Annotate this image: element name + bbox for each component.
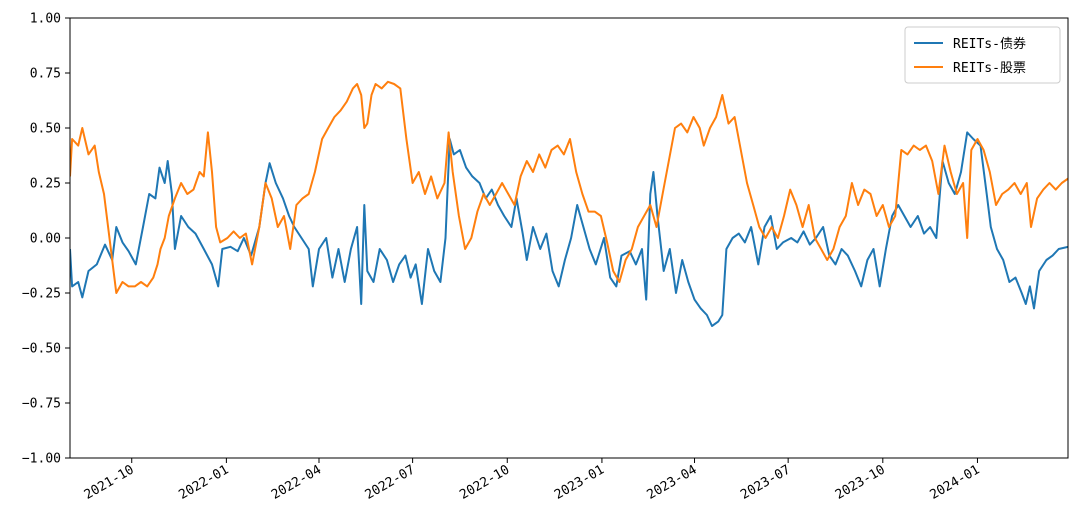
x-tick-label: 2023-01 xyxy=(552,462,607,502)
series-layer xyxy=(70,80,1068,327)
x-tick-label: 2022-04 xyxy=(269,462,324,502)
legend-label: REITs-股票 xyxy=(953,61,1026,76)
series-line-1 xyxy=(70,131,1068,327)
y-tick-label: −1.00 xyxy=(22,452,61,467)
y-tick-label: 0.00 xyxy=(30,232,61,247)
x-tick-label: 2023-10 xyxy=(833,462,888,502)
x-tick-label: 2022-10 xyxy=(457,462,512,502)
y-tick-label: −0.50 xyxy=(22,342,61,357)
series-line-2 xyxy=(70,80,1068,294)
x-tick-label: 2023-04 xyxy=(645,462,700,502)
x-tick-label: 2022-07 xyxy=(363,462,418,502)
y-tick-label: 1.00 xyxy=(30,12,61,27)
x-tick-label: 2022-01 xyxy=(176,462,231,502)
y-tick-label: 0.25 xyxy=(30,177,61,192)
x-axis: 2021-10 2022-01 2022-04 2022-07 2022-10 2023-… xyxy=(82,458,983,503)
x-tick-label: 2021-10 xyxy=(82,462,137,502)
y-tick-label: 0.75 xyxy=(30,67,61,82)
legend-label: REITs-债券 xyxy=(953,36,1026,52)
y-tick-label: −0.75 xyxy=(22,397,61,412)
legend: REITs-债券 REITs-股票 xyxy=(904,26,1061,84)
y-tick-label: −0.25 xyxy=(22,287,61,302)
legend-box xyxy=(904,26,1061,84)
y-axis: −1.00 −0.75 −0.50 −0.25 0.00 0.25 0.50 0.75 1.00 xyxy=(22,12,70,467)
x-tick-label: 2024-01 xyxy=(928,462,983,502)
y-tick-label: 0.50 xyxy=(30,122,61,137)
x-tick-label: 2023-07 xyxy=(738,462,793,502)
